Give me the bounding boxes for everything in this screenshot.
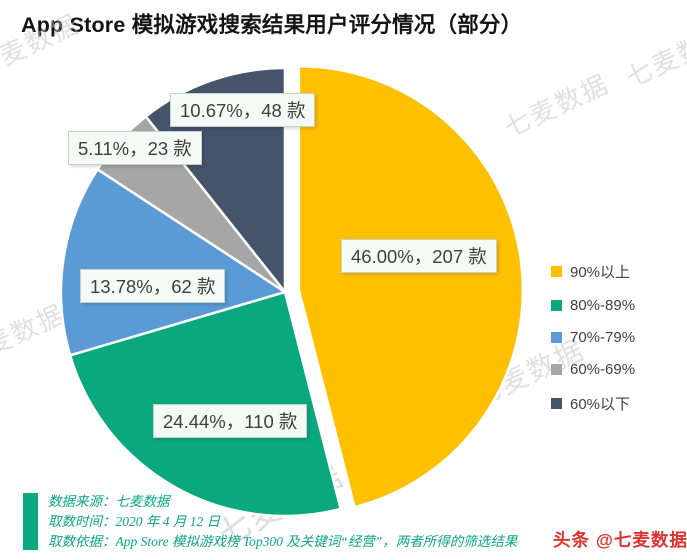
legend-item-90-above: 90%以上 [551,261,635,282]
legend-label: 60%-69% [570,361,636,378]
legend-swatch-icon [551,398,562,409]
legend-item-80-89: 80%-89% [551,297,635,314]
footer-accent-bar [23,493,38,550]
slice-label-90-above: 46.00%，207 款 [341,239,497,273]
legend-item-60-69: 60%-69% [551,361,635,378]
legend-swatch-icon [551,300,562,311]
legend-swatch-icon [551,364,562,375]
toutiao-qimai-logo: 头条 @七麦数据 [553,530,687,550]
legend-label: 60%以下 [570,396,631,413]
slice-label-80-89: 24.44%，110 款 [153,404,308,438]
chart-title: App Store 模拟游戏搜索结果用户评分情况（部分） [21,13,523,37]
legend-swatch-icon [551,266,562,277]
legend-item-70-79: 70%-79% [551,329,635,346]
legend-label: 90%以上 [570,264,631,281]
data-basis-line: 取数依据：App Store 模拟游戏榜 Top300 及关键词“经营”，两者所… [48,534,518,549]
data-source-line: 数据来源：七麦数据 [48,494,170,509]
data-time-line: 取数时间：2020 年 4 月 12 日 [48,514,221,529]
slice-label-60-below: 10.67%，48 款 [170,93,316,127]
slice-label-70-79: 13.78%，62 款 [80,269,226,303]
legend-label: 80%-89% [570,297,636,314]
footer-notes: 数据来源：七麦数据 取数时间：2020 年 4 月 12 日 取数依据：App … [48,492,517,552]
pie-slice-80%-89% [68,290,342,518]
legend-item-60-below: 60%以下 [551,393,635,414]
legend-swatch-icon [551,332,562,343]
legend-label: 70%-79% [570,329,636,346]
pie-slice-90%以上 [297,64,525,509]
legend: 90%以上 80%-89% 70%-79% 60%-69% 60%以下 [551,261,635,429]
slice-label-60-69: 5.11%，23 款 [68,131,202,165]
pie-slice-70%-79% [59,168,287,357]
